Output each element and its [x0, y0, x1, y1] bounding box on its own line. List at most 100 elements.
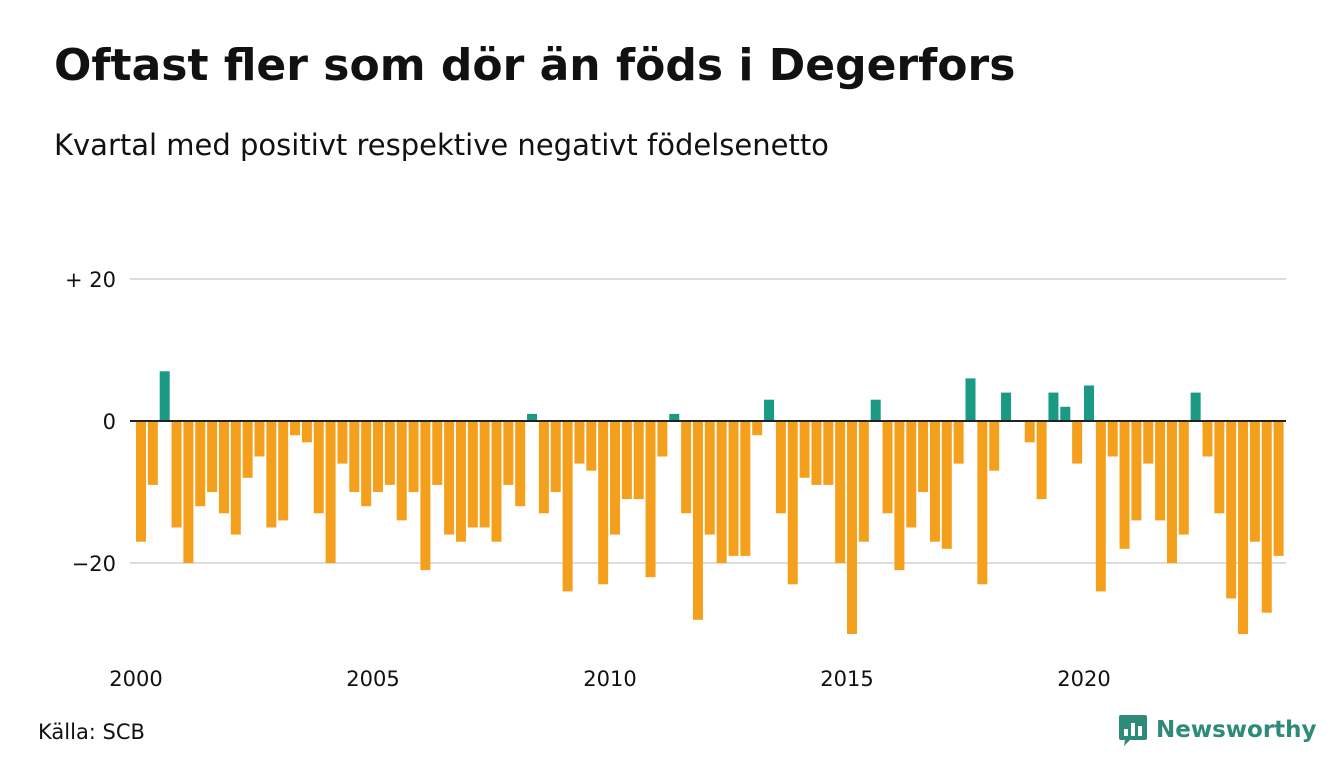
bar	[704, 421, 715, 535]
bar	[574, 421, 585, 464]
bar	[645, 421, 656, 578]
bar	[467, 421, 478, 528]
bar	[633, 421, 644, 500]
bar	[870, 399, 881, 421]
bar	[1119, 421, 1130, 549]
bar	[455, 421, 466, 542]
bar	[953, 421, 964, 464]
bar	[1238, 421, 1249, 634]
bar	[195, 421, 206, 507]
bar	[1155, 421, 1166, 521]
bar	[965, 378, 976, 421]
bar	[266, 421, 277, 528]
bar	[1095, 421, 1106, 592]
bar	[1048, 392, 1059, 421]
bar	[503, 421, 514, 485]
bar	[1131, 421, 1142, 521]
bar	[384, 421, 395, 485]
brand-name: Newsworthy	[1156, 717, 1317, 743]
bar	[918, 421, 929, 492]
y-tick-label: −20	[72, 552, 116, 576]
bar	[1060, 406, 1071, 421]
bars	[136, 371, 1284, 634]
bar	[420, 421, 431, 571]
bar	[527, 413, 538, 421]
bar	[147, 421, 158, 485]
bar	[171, 421, 182, 528]
y-tick-label: 0	[103, 410, 116, 434]
bar	[361, 421, 372, 507]
bar	[1072, 421, 1083, 464]
bar	[775, 421, 786, 514]
bar	[1166, 421, 1177, 563]
x-tick-label: 2000	[109, 667, 162, 691]
bar	[823, 421, 834, 485]
bar	[716, 421, 727, 563]
bar	[254, 421, 265, 457]
bar	[136, 421, 146, 542]
bar	[858, 421, 869, 542]
y-axis-labels: + 20 0 −20	[65, 268, 116, 576]
bar	[444, 421, 455, 535]
bar	[1214, 421, 1225, 514]
bar	[882, 421, 893, 514]
bar	[1001, 392, 1012, 421]
bar	[1084, 385, 1094, 421]
bar	[764, 399, 775, 421]
bar	[989, 421, 1000, 471]
bar	[692, 421, 703, 620]
bar	[894, 421, 905, 571]
x-axis-labels: 2000 2005 2010 2015 2020	[109, 667, 1110, 691]
bar	[1107, 421, 1118, 457]
bar	[1226, 421, 1237, 599]
bar	[538, 421, 549, 514]
bar	[432, 421, 443, 485]
bar	[598, 421, 609, 585]
bar	[835, 421, 846, 563]
bar	[207, 421, 218, 492]
bar	[610, 421, 620, 535]
bar	[313, 421, 324, 514]
x-tick-label: 2020	[1057, 667, 1110, 691]
bar	[669, 413, 680, 421]
bar	[799, 421, 810, 478]
bar	[1249, 421, 1260, 542]
bar	[491, 421, 502, 542]
x-tick-label: 2015	[820, 667, 873, 691]
source-note: Källa: SCB	[38, 720, 145, 744]
bar	[337, 421, 348, 464]
x-tick-label: 2005	[346, 667, 399, 691]
bar	[408, 421, 419, 492]
bar	[728, 421, 739, 556]
bar	[218, 421, 229, 514]
bar	[586, 421, 597, 471]
bar	[811, 421, 822, 485]
bar	[349, 421, 360, 492]
bar	[752, 421, 763, 436]
bar	[479, 421, 490, 528]
newsworthy-brand[interactable]: Newsworthy	[1118, 712, 1317, 748]
bar	[183, 421, 194, 563]
y-tick-label: + 20	[65, 268, 116, 292]
bar	[740, 421, 751, 556]
bar	[1202, 421, 1213, 457]
bar	[562, 421, 573, 592]
bar	[242, 421, 253, 478]
bar	[1273, 421, 1284, 556]
bar	[515, 421, 526, 507]
bar	[657, 421, 668, 457]
bar	[681, 421, 692, 514]
newsworthy-logo-icon	[1119, 715, 1147, 746]
bar	[621, 421, 632, 500]
x-tick-label: 2010	[583, 667, 636, 691]
bar	[159, 371, 170, 421]
bar	[373, 421, 383, 492]
bar	[941, 421, 952, 549]
bar	[787, 421, 798, 585]
bar	[278, 421, 289, 521]
bar	[1261, 421, 1272, 613]
chart-title: Oftast fler som dör än föds i Degerfors	[54, 40, 1016, 91]
bar	[847, 421, 857, 634]
bar	[1036, 421, 1047, 500]
bar	[290, 421, 301, 436]
